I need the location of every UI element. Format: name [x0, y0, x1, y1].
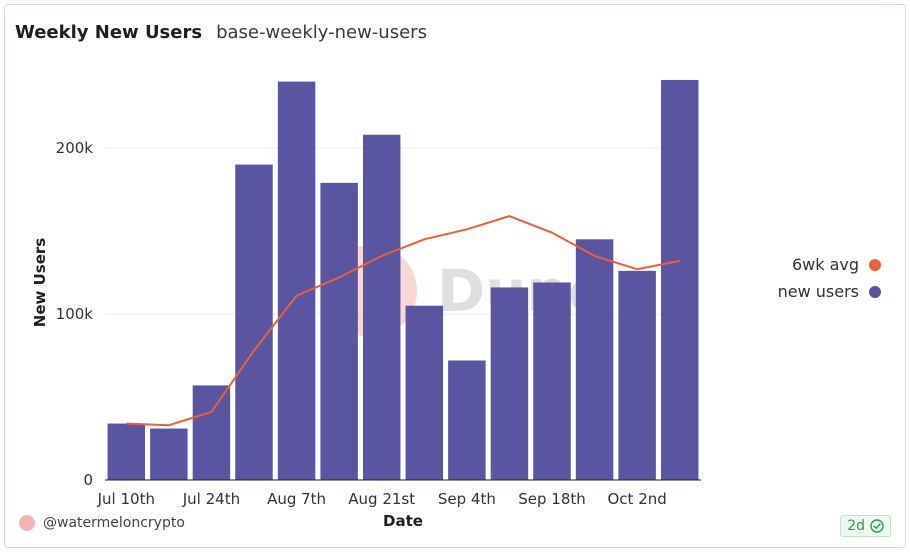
y-tick-label: 200k	[56, 139, 94, 157]
x-tick-label: Oct 2nd	[608, 490, 667, 508]
x-tick-label: Sep 18th	[518, 490, 586, 508]
avatar	[19, 515, 35, 531]
avg-line-path[interactable]	[126, 215, 680, 427]
author-name: @watermeloncrypto	[43, 515, 185, 531]
bar[interactable]	[150, 428, 188, 480]
chart-card: Weekly New Users base-weekly-new-users D…	[4, 4, 906, 548]
bar[interactable]	[490, 287, 529, 480]
x-tick-label: Jul 24th	[182, 490, 240, 508]
bar[interactable]	[575, 239, 614, 480]
bar[interactable]	[533, 282, 571, 480]
x-tick-labels: Jul 10th Jul 24th Aug 7th Aug 21st Sep 4th Se…	[97, 490, 667, 508]
legend-dot-icon	[869, 258, 881, 271]
y-tick-label: 0	[83, 471, 93, 489]
bar[interactable]	[235, 164, 273, 480]
y-axis-title: New Users	[31, 238, 49, 327]
bar[interactable]	[277, 81, 316, 480]
bar[interactable]	[618, 270, 656, 480]
chart-subtitle: base-weekly-new-users	[216, 22, 427, 43]
chart-title: Weekly New Users	[15, 22, 203, 43]
legend-label: 6wk avg	[791, 255, 859, 274]
check-circle-icon	[870, 519, 884, 533]
age-badge[interactable]: 2d	[840, 515, 891, 537]
bar[interactable]	[107, 423, 146, 480]
legend-label: new users	[777, 282, 859, 301]
x-tick-label: Aug 7th	[267, 490, 326, 508]
bar[interactable]	[362, 134, 401, 480]
x-axis-title: Date	[383, 512, 423, 530]
bar[interactable]	[448, 360, 486, 480]
legend-dot-icon	[869, 285, 881, 298]
bar[interactable]	[320, 182, 358, 481]
avg-line	[126, 215, 680, 427]
legend: 6wk avg new users	[778, 255, 881, 301]
age-label: 2d	[847, 518, 865, 534]
legend-item[interactable]: 6wk avg	[792, 255, 881, 274]
y-tick-label: 100k	[56, 305, 94, 323]
bar[interactable]	[405, 305, 444, 480]
bar[interactable]	[660, 79, 699, 480]
bars	[107, 79, 699, 481]
author-credit[interactable]: @watermeloncrypto	[19, 515, 185, 531]
chart-header: Weekly New Users base-weekly-new-users	[15, 22, 427, 43]
x-tick-label: Sep 4th	[438, 490, 496, 508]
bar[interactable]	[192, 385, 231, 480]
y-tick-labels: 0 100k 200k	[56, 139, 94, 489]
x-tick-label: Jul 10th	[97, 490, 155, 508]
legend-item[interactable]: new users	[778, 282, 881, 301]
x-tick-label: Aug 21st	[348, 490, 415, 508]
